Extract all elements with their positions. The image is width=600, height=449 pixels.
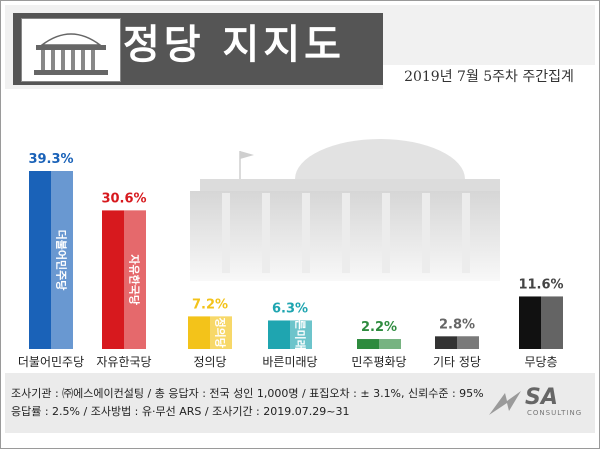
value-label-1: 39.3% (28, 152, 73, 167)
bar-5 (357, 339, 401, 349)
bar-highlight-4 (290, 320, 312, 349)
bar-7 (519, 296, 563, 349)
company-logo-subtext: CONSULTING (527, 409, 583, 417)
category-label-3: 정의당 (193, 355, 226, 369)
company-logo-text: SA (525, 385, 558, 410)
bar-3 (188, 316, 232, 349)
value-label-3: 7.2% (192, 297, 228, 312)
background-building-image (190, 139, 500, 281)
survey-footer: 조사기관 : ㈜에스에이컨설팅 / 총 응답자 : 전국 성인 1,000명 /… (5, 373, 595, 433)
value-label-6: 2.8% (439, 317, 475, 332)
bar-highlight-6 (457, 336, 479, 349)
category-label-4: 바른미래당 (262, 355, 317, 369)
bar-inner-label-2: 자유한국당 (128, 254, 142, 305)
value-label-2: 30.6% (101, 191, 146, 206)
survey-info-line-2: 응답률 : 2.5% / 조사방법 : 유·무선 ARS / 조사기간 : 20… (11, 405, 350, 418)
page-title: 정당 지지도 (123, 22, 345, 68)
category-label-6: 기타 정당 (433, 355, 481, 369)
category-label-1: 더불어민주당 (18, 355, 84, 369)
header: 정당 지지도 2019년 7월 5주차 주간집계 (5, 5, 595, 89)
value-label-4: 6.3% (272, 301, 308, 316)
bar-highlight-5 (379, 339, 401, 349)
category-label-5: 민주평화당 (351, 355, 406, 369)
survey-info-line-1: 조사기관 : ㈜에스에이컨설팅 / 총 응답자 : 전국 성인 1,000명 /… (11, 387, 484, 400)
national-assembly-icon (21, 18, 121, 82)
value-label-7: 11.6% (518, 277, 563, 292)
category-label-2: 자유한국당 (96, 355, 151, 369)
bar-inner-label-3: 정의당 (214, 318, 228, 348)
bar-2 (102, 210, 146, 349)
bar-inner-label-1: 더불어민주당 (55, 230, 69, 291)
company-logo: SA CONSULTING (487, 385, 581, 421)
bar-4 (268, 320, 312, 349)
bar-highlight-3 (210, 316, 232, 349)
survey-period-subtitle: 2019년 7월 5주차 주간집계 (383, 65, 595, 89)
bar-6 (435, 336, 479, 349)
bar-highlight-7 (541, 296, 563, 349)
bar-inner-label-4: 바른미래당 (294, 309, 308, 360)
bar-highlight-2 (124, 210, 146, 349)
bar-highlight-1 (51, 171, 73, 349)
category-label-7: 무당층 (524, 355, 557, 369)
bar-chart: 더불어민주당39.3%더불어민주당자유한국당30.6%자유한국당정의당7.2%정… (18, 152, 564, 369)
chart-area: 더불어민주당 39.3% 더불어민주당 자유한국당 30.6% 자유한국당 정의당 7.2% 정… (5, 101, 595, 371)
value-label-5: 2.2% (361, 320, 397, 335)
bar-1 (29, 171, 73, 349)
company-logo-mark (489, 391, 521, 415)
